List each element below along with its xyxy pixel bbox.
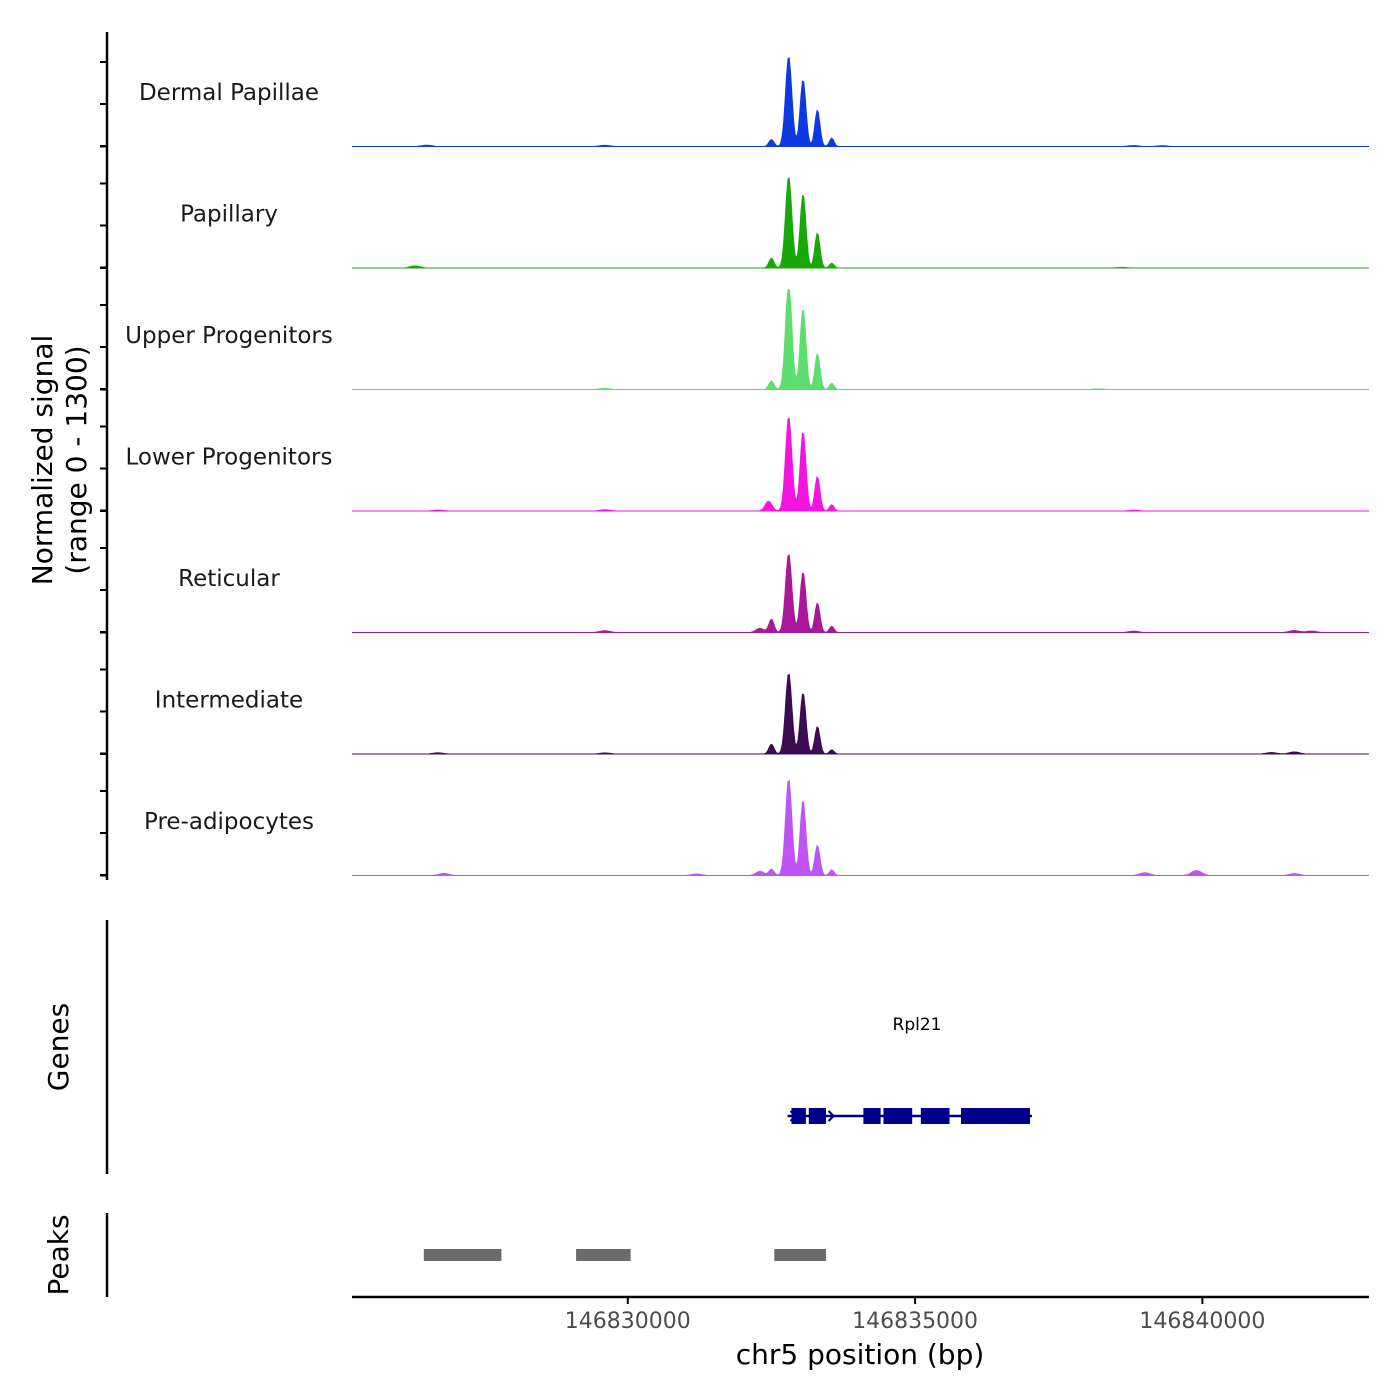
genes-panel-title: Genes <box>42 1003 75 1091</box>
track-6: Pre-adipocytes <box>144 779 1369 876</box>
track-5: Intermediate <box>155 673 1369 755</box>
signal-area <box>352 177 1369 269</box>
gene-exon <box>920 1108 950 1124</box>
track-3: Lower Progenitors <box>126 417 1369 512</box>
track-label: Pre-adipocytes <box>144 809 314 835</box>
track-2: Upper Progenitors <box>125 289 1369 390</box>
gene-label: Rpl21 <box>893 1015 942 1035</box>
signal-tracks: Dermal Papillae Papillary Upper Progenitor… <box>125 56 1369 876</box>
x-tick-label: 146840000 <box>1139 1309 1265 1334</box>
peak-region <box>423 1249 502 1261</box>
track-1: Papillary <box>180 177 1369 269</box>
gene-Rpl21: Rpl21 <box>787 1015 1032 1124</box>
peak-regions <box>423 1249 827 1261</box>
gene-exon <box>791 1108 806 1124</box>
signal-area <box>352 417 1369 512</box>
signal-y-axis-ticks <box>100 61 107 877</box>
signal-area <box>352 554 1369 633</box>
signal-area <box>352 673 1369 755</box>
gene-exon <box>883 1108 913 1124</box>
signal-area <box>352 779 1369 876</box>
track-label: Papillary <box>180 202 278 228</box>
strand-arrow <box>827 1110 836 1122</box>
track-label: Intermediate <box>155 688 303 714</box>
peak-region <box>774 1249 827 1261</box>
signal-area <box>352 56 1369 147</box>
x-axis-title: chr5 position (bp) <box>736 1338 985 1371</box>
y-axis-range: (range 0 - 1300) <box>60 345 93 574</box>
x-axis-ticks: 146830000 146835000 146840000 <box>565 1297 1265 1334</box>
track-label: Dermal Papillae <box>139 80 319 106</box>
y-axis-title: Normalized signal <box>26 335 59 586</box>
track-label: Upper Progenitors <box>125 323 333 349</box>
peaks-panel-title: Peaks <box>42 1214 75 1295</box>
track-4: Reticular <box>178 554 1369 633</box>
gene-exon <box>863 1108 881 1124</box>
x-tick-label: 146830000 <box>565 1309 691 1334</box>
gene-exon <box>961 1108 1030 1124</box>
gene-exon <box>808 1108 827 1124</box>
gene-annotations: Rpl21 <box>787 1015 1032 1124</box>
track-label: Lower Progenitors <box>126 445 333 471</box>
x-tick-label: 146835000 <box>852 1309 978 1334</box>
signal-area <box>352 289 1369 390</box>
peak-region <box>576 1249 631 1261</box>
track-0: Dermal Papillae <box>139 56 1369 147</box>
track-label: Reticular <box>178 566 280 592</box>
